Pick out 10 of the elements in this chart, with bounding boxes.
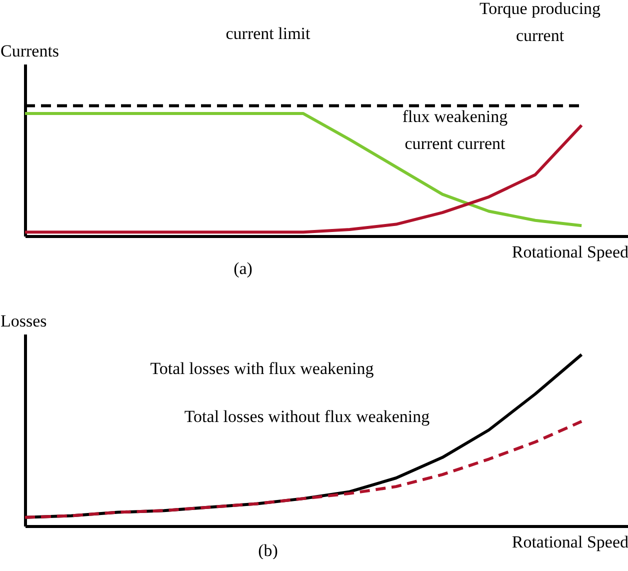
- y-axis-title: Losses: [0, 312, 47, 330]
- text: (a): [234, 259, 252, 278]
- text: Torque producing current: [479, 0, 602, 45]
- annotation: Total losses without flux weakening: [184, 407, 430, 426]
- annotation: Total losses with flux weakening: [150, 359, 374, 378]
- x-axis-title: Rotational Speed: [512, 532, 628, 552]
- text: current limit: [226, 24, 311, 43]
- y-axis-title: Currents: [0, 42, 60, 60]
- x-axis-title: Rotational Speed: [512, 242, 628, 262]
- annotation: flux weakening current current: [402, 107, 508, 153]
